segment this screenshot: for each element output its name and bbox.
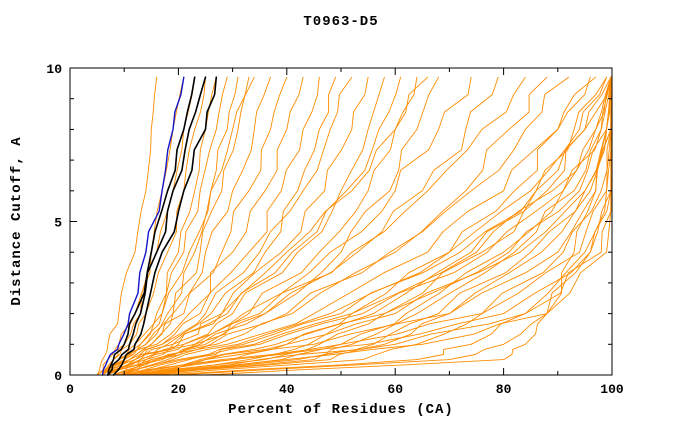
curve-predicted-models-orange (167, 76, 612, 376)
curve-predicted-models-orange (156, 76, 612, 376)
curve-predicted-models-orange (129, 76, 612, 376)
curve-predicted-models-orange (205, 76, 612, 376)
y-tick-label: 5 (54, 216, 62, 231)
curve-predicted-models-orange (96, 76, 158, 376)
chart-title: T0963-D5 (303, 14, 379, 30)
x-tick-label: 0 (66, 382, 74, 397)
curve-predicted-models-orange (118, 76, 597, 376)
curve-predicted-models-orange (123, 76, 612, 376)
curve-predicted-models-orange (177, 76, 612, 376)
curve-predicted-models-orange (118, 76, 608, 376)
y-tick-label: 10 (46, 62, 62, 77)
x-tick-label: 80 (496, 382, 512, 397)
x-tick-label: 40 (279, 382, 295, 397)
curve-predicted-models-orange (112, 76, 591, 376)
x-tick-label: 20 (171, 382, 187, 397)
curve-predicted-models-orange (112, 76, 385, 376)
curve-predicted-models-orange (112, 76, 499, 376)
curve-predicted-models-orange (118, 76, 548, 376)
curve-predicted-models-orange (107, 76, 320, 376)
curve-predicted-models-orange (107, 76, 288, 376)
curve-reference-models-black (107, 76, 207, 376)
curve-predicted-models-orange (102, 76, 353, 376)
curve-predicted-models-orange (102, 76, 429, 376)
curve-predicted-models-orange (112, 76, 570, 376)
curve-predicted-models-orange (140, 76, 612, 376)
curve-reference-model-blue (101, 76, 185, 376)
curve-predicted-models-orange (118, 76, 608, 376)
curve-predicted-models-orange (96, 76, 206, 376)
curve-predicted-models-orange (123, 76, 612, 376)
curve-predicted-models-orange (145, 76, 612, 376)
curve-predicted-models-orange (129, 76, 612, 376)
curve-predicted-models-orange (102, 76, 239, 376)
curve-predicted-models-orange (123, 76, 612, 376)
curve-reference-models-black (112, 76, 218, 376)
curve-predicted-models-orange (96, 76, 185, 376)
curve-predicted-models-orange (107, 76, 526, 376)
x-tick-label: 100 (600, 382, 624, 397)
curve-predicted-models-orange (107, 76, 472, 376)
y-tick-label: 0 (54, 369, 62, 384)
curve-predicted-models-orange (102, 76, 271, 376)
curve-predicted-models-orange (102, 76, 196, 376)
curve-predicted-models-orange (102, 76, 217, 376)
curve-predicted-models-orange (150, 76, 612, 376)
x-tick-label: 60 (387, 382, 403, 397)
curve-predicted-models-orange (107, 76, 402, 376)
curve-predicted-models-orange (107, 76, 369, 376)
x-axis-label: Percent of Residues (CA) (228, 402, 454, 418)
